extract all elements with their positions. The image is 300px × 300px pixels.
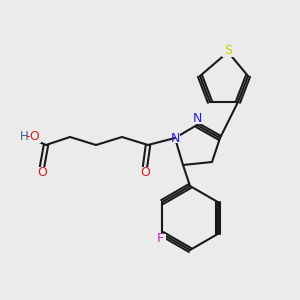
Bar (222, 46, 234, 56)
Text: O: O (140, 166, 150, 178)
Bar (19, 131, 41, 142)
Bar (154, 233, 166, 244)
Text: -O: -O (26, 130, 40, 143)
Text: N: N (170, 131, 180, 145)
Text: F: F (157, 232, 164, 245)
Text: O: O (37, 166, 47, 178)
Text: H: H (20, 130, 28, 143)
Bar (139, 167, 151, 178)
Text: N: N (192, 112, 202, 125)
Text: S: S (224, 44, 232, 58)
Bar (170, 133, 180, 143)
Bar (192, 114, 202, 124)
Bar (36, 167, 48, 178)
